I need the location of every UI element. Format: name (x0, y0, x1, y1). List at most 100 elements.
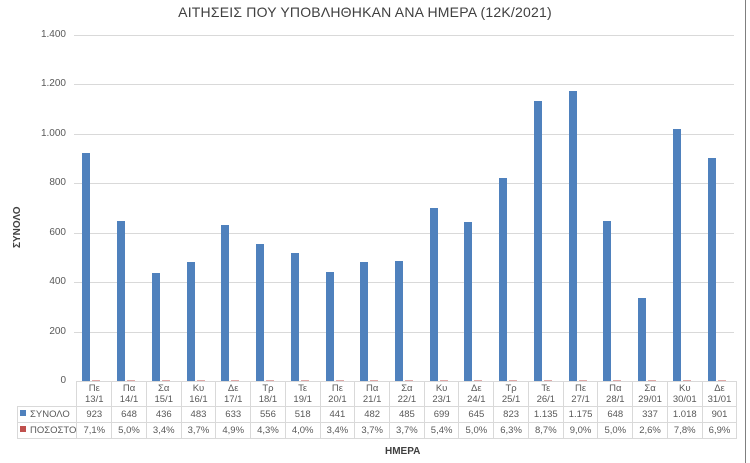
table-cell: 1.135 (527, 406, 564, 423)
table-cell: 337 (632, 406, 668, 423)
day-abbr: Σα (401, 383, 413, 394)
table-cell: 823 (493, 406, 529, 423)
gridline (74, 232, 734, 234)
date: 27/1 (571, 394, 590, 405)
day-abbr: Τε (298, 383, 308, 394)
x-axis-label: ΗΜΕΡΑ (385, 446, 421, 457)
series-row-total: ΣΥΝΟΛΟ 923 648 436 483 633 556 518 441 482 485 699… (16, 406, 738, 423)
bar-percent (439, 380, 448, 381)
table-cell: 6,9% (701, 422, 738, 439)
table-cell: 4,9% (215, 422, 252, 439)
bar-percent (370, 380, 379, 381)
table-cell: 5,0% (597, 422, 634, 439)
bar-total (672, 129, 681, 381)
gridline (74, 183, 734, 185)
category-label: Τρ 18/1 (250, 381, 286, 407)
category-label: Πα 21/1 (354, 381, 391, 407)
bar-percent (196, 380, 205, 381)
legend-entry-percent: ΠΟΣΟΣΤΟ (16, 422, 78, 439)
table-cell: 485 (389, 406, 425, 423)
category-label: Πε 27/1 (562, 381, 599, 407)
date: 13/1 (85, 394, 104, 405)
table-cell: 3,4% (319, 422, 356, 439)
date: 14/1 (119, 394, 139, 405)
table-cell: 5,0% (111, 422, 147, 439)
day-abbr: Κυ (192, 383, 205, 394)
bar-total (82, 152, 91, 381)
table-cell: 9,0% (562, 422, 599, 439)
table-cell: 6,3% (493, 422, 529, 439)
bar-total (603, 220, 612, 381)
bar-total (533, 100, 542, 381)
day-abbr: Πε (575, 383, 587, 394)
table-cell: 645 (458, 406, 495, 423)
bar-total (186, 261, 195, 381)
day-abbr: Σα (158, 383, 170, 394)
table-cell: 3,7% (354, 422, 391, 439)
day-abbr: Τε (541, 383, 551, 394)
day-abbr: Πε (331, 383, 343, 394)
plot-area (74, 35, 734, 381)
day-abbr: Κυ (435, 383, 448, 394)
table-cell: 483 (180, 406, 217, 423)
day-abbr: Πα (122, 383, 136, 394)
table-cell: 8,7% (527, 422, 564, 439)
day-abbr: Πα (609, 383, 622, 394)
legend-key-blue (20, 410, 26, 416)
date: 24/1 (467, 394, 486, 405)
bar-percent (300, 380, 309, 381)
category-row: Πε 13/1 Πα 14/1 Σα 15/1 Κυ 16/1 Δε 17/1 Τρ 18/1 Τε 19… (17, 381, 738, 407)
y-tick-label: 0 (60, 375, 66, 386)
gridline (74, 84, 734, 86)
category-label: Σα 15/1 (145, 381, 182, 407)
table-cell: 648 (597, 406, 634, 423)
bar-percent (266, 380, 275, 381)
category-label: Πε 13/1 (76, 381, 113, 407)
table-cell: 1.175 (562, 406, 599, 423)
bar-total (151, 273, 160, 381)
legend-key-red (20, 426, 26, 432)
category-label: Δε 24/1 (458, 381, 495, 407)
category-label: Τε 26/1 (527, 381, 564, 407)
day-abbr: Δε (714, 383, 725, 394)
bar-total (568, 90, 577, 381)
bar-total (638, 297, 647, 381)
bar-total (395, 261, 403, 381)
bar-percent (92, 380, 101, 381)
day-abbr: Πα (365, 383, 379, 394)
table-cell: 5,0% (458, 422, 495, 439)
bar-percent (613, 380, 622, 381)
bar-total (117, 220, 126, 381)
day-abbr: Πε (88, 383, 100, 394)
bar-percent (335, 380, 344, 381)
date: 22/1 (397, 394, 417, 405)
y-tick-label: 400 (49, 276, 66, 288)
y-tick-label: 1.200 (40, 78, 66, 90)
table-cell: 648 (111, 406, 147, 423)
table-cell: 7,8% (666, 422, 703, 439)
frame-border (745, 0, 746, 463)
table-cell: 3,7% (389, 422, 425, 439)
gridline (74, 282, 734, 284)
date: 15/1 (154, 394, 173, 405)
y-tick-label: 600 (49, 226, 66, 238)
bar-total (290, 252, 299, 381)
table-cell: 4,3% (250, 422, 286, 439)
category-label: Σα 29/01 (632, 381, 668, 407)
date: 31/01 (707, 394, 732, 405)
table-cell: 518 (284, 406, 321, 423)
bar-total (325, 272, 334, 381)
y-tick-label: 200 (49, 325, 66, 337)
category-label: Δε 17/1 (215, 381, 252, 407)
table-cell: 3,7% (180, 422, 217, 439)
series-row-percent: ΠΟΣΟΣΤΟ 7,1% 5,0% 3,4% 3,7% 4,9% 4,3% 4,0% 3,4%… (16, 422, 738, 439)
date: 18/1 (258, 394, 278, 405)
table-cell: 3,4% (145, 422, 182, 439)
legend-label: ΣΥΝΟΛΟ (30, 409, 70, 420)
bar-percent (474, 380, 483, 381)
y-tick-label: 1.000 (40, 127, 66, 139)
bar-total (429, 208, 438, 381)
category-label: Τε 19/1 (284, 381, 321, 407)
date: 16/1 (189, 394, 208, 405)
table-cell: 441 (319, 406, 356, 423)
